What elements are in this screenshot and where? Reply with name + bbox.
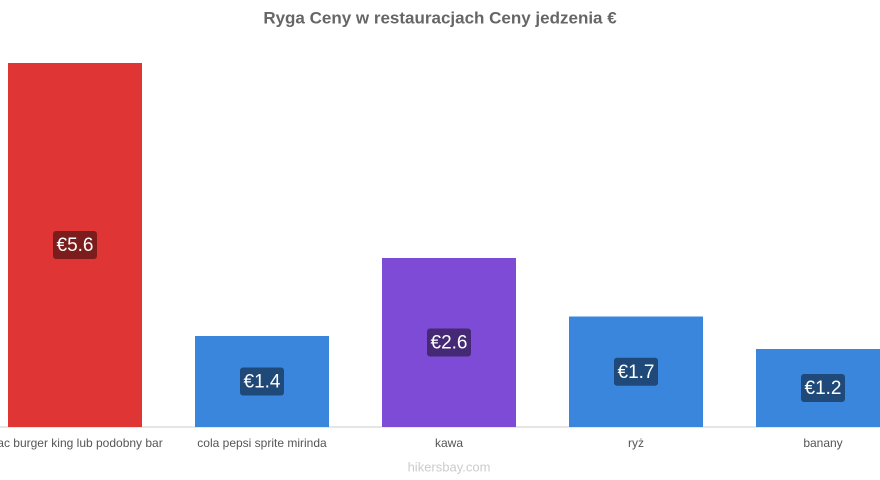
value-label: €1.7 [618,362,655,383]
x-tick-label: cola pepsi sprite mirinda [197,436,327,450]
bar [195,336,329,427]
value-label-box [427,328,471,357]
x-tick-label: mac burger king lub podobny bar [0,436,163,450]
value-label-box [53,231,97,259]
value-label: €5.6 [57,235,94,256]
x-tick-label: banany [803,436,842,450]
value-label-box [614,357,658,386]
value-label-box [240,367,284,396]
bar [569,316,703,427]
bar [382,258,516,427]
watermark: hikersbay.com [408,459,491,474]
value-label: €1.4 [244,372,281,393]
x-tick-label: ryż [628,436,644,450]
value-label: €2.6 [431,333,468,354]
chart-title: Ryga Ceny w restauracjach Ceny jedzenia … [263,8,617,27]
value-label: €1.2 [805,378,842,399]
value-label-box [801,374,845,402]
bar [8,63,142,427]
bar [756,349,880,427]
x-tick-label: kawa [435,436,463,450]
